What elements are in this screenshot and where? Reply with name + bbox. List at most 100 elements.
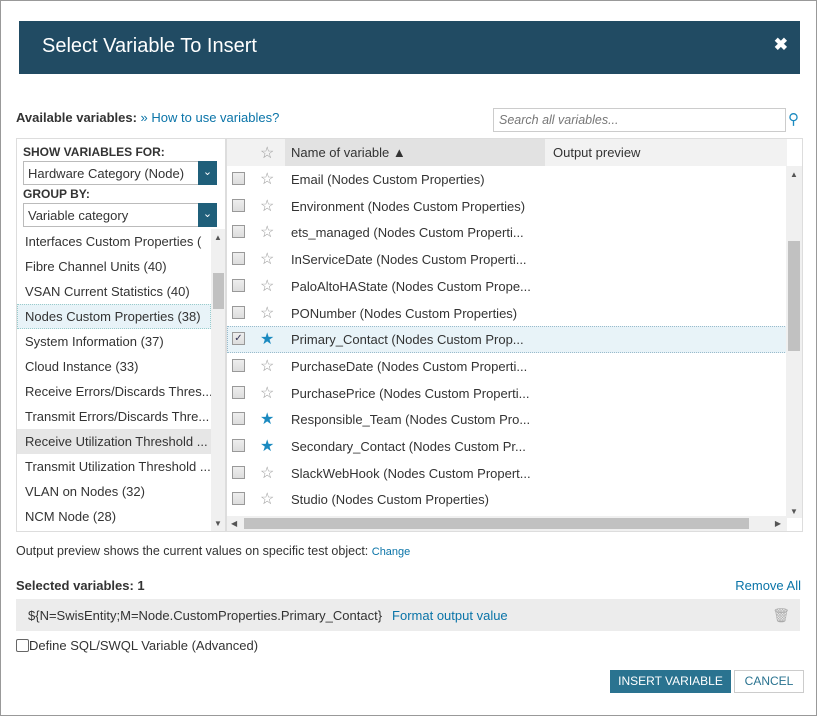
change-link[interactable]: Change (371, 546, 411, 558)
favorite-star-icon[interactable]: ☆ (260, 491, 275, 509)
category-item[interactable]: Fibre Channel Units (40) (25, 259, 167, 274)
advanced-checkbox[interactable] (16, 639, 29, 652)
favorite-star-icon[interactable]: ☆ (260, 277, 275, 295)
variable-row[interactable]: ☆ ets_managed (Nodes Custom Properti... (227, 219, 787, 246)
link-arrow: » (140, 110, 148, 125)
row-checkbox[interactable] (232, 172, 245, 185)
favorite-star-icon[interactable]: ☆ (260, 171, 275, 188)
variable-name: Responsible_Team (Nodes Custom Pro... (291, 412, 531, 428)
category-item[interactable]: System Information (37) (25, 334, 164, 349)
row-checkbox[interactable]: ✓ (232, 332, 245, 346)
variable-row[interactable]: ✓ ★ Primary_Contact (Nodes Custom Prop... (227, 326, 787, 353)
remove-all-link[interactable]: Remove All (735, 578, 801, 593)
close-icon[interactable]: ✖ (773, 35, 788, 54)
show-for-select[interactable]: Hardware Category (Node) ⌄ (23, 161, 217, 185)
variable-name: ets_managed (Nodes Custom Properti... (291, 225, 524, 241)
favorite-star-icon[interactable]: ☆ (260, 224, 275, 242)
variable-row[interactable]: ☆ Studio (Nodes Custom Properties) (227, 486, 787, 513)
variable-row[interactable]: ☆ InServiceDate (Nodes Custom Properti... (227, 246, 787, 273)
favorite-star-icon[interactable]: ★ (260, 438, 275, 455)
available-variables: Available variables: » How to use variab… (16, 110, 279, 125)
grid-vertical-scrollbar[interactable]: ▲ ▼ (786, 166, 802, 518)
category-panel: SHOW VARIABLES FOR: Hardware Category (N… (16, 138, 226, 532)
advanced-variable-option[interactable]: Define SQL/SWQL Variable (Advanced) (16, 638, 258, 653)
favorite-star-icon[interactable]: ☆ (260, 197, 275, 215)
advanced-label: Define SQL/SWQL Variable (Advanced) (29, 638, 259, 653)
variable-name: PaloAltoHAState (Nodes Custom Prope... (291, 278, 531, 294)
variable-name: PONumber (Nodes Custom Properties) (291, 305, 518, 321)
group-by-select[interactable]: Variable category ⌄ (23, 203, 217, 227)
favorite-star-icon[interactable]: ☆ (260, 357, 275, 375)
variable-row[interactable]: ☆ Environment (Nodes Custom Properties) (227, 193, 787, 220)
selected-count: Selected variables: 1 (16, 578, 145, 593)
variable-name: PurchaseDate (Nodes Custom Properti... (291, 358, 528, 374)
column-name-header[interactable]: Name of variable ▲ (285, 139, 545, 166)
trash-icon[interactable]: 🗑 (772, 606, 790, 623)
category-item[interactable]: Transmit Utilization Threshold ... (25, 459, 211, 474)
variable-name: Secondary_Contact (Nodes Custom Pr... (291, 439, 526, 454)
row-checkbox[interactable] (232, 492, 245, 506)
favorite-star-icon[interactable]: ☆ (260, 251, 275, 269)
dialog-title: Select Variable To Insert (42, 35, 257, 57)
variable-row[interactable]: ☆ PaloAltoHAState (Nodes Custom Prope... (227, 273, 787, 300)
row-checkbox[interactable] (232, 465, 245, 479)
variable-name: PurchasePrice (Nodes Custom Properti... (291, 385, 530, 401)
favorite-star-icon[interactable]: ☆ (260, 384, 275, 402)
row-checkbox[interactable] (232, 278, 245, 292)
variables-grid: ☆ Name of variable ▲ Output preview ☆ Ema… (226, 138, 803, 532)
row-checkbox[interactable] (232, 358, 245, 372)
category-item[interactable]: Nodes Custom Properties (38) (17, 304, 211, 329)
output-note-text: Output preview shows the current values … (16, 544, 369, 558)
chevron-down-icon[interactable]: ⌄ (198, 161, 217, 185)
category-item[interactable]: Receive Utilization Threshold ... (17, 429, 211, 454)
category-item[interactable]: Transmit Errors/Discards Thre... (25, 409, 210, 424)
format-output-link[interactable]: Format output value (392, 607, 508, 623)
row-checkbox[interactable] (232, 305, 245, 319)
variable-row[interactable]: ☆ SlackWebHook (Nodes Custom Propert... (227, 460, 787, 487)
category-scrollbar[interactable]: ▲ ▼ (211, 229, 225, 531)
category-item[interactable]: Interfaces Custom Properties ( (25, 234, 202, 249)
favorite-star-icon[interactable]: ☆ (260, 464, 275, 482)
row-checkbox[interactable] (232, 252, 245, 266)
row-checkbox[interactable] (232, 412, 245, 426)
row-checkbox[interactable] (232, 198, 245, 212)
cancel-button[interactable]: CANCEL (734, 670, 804, 693)
category-list: Interfaces Custom Properties ( Fibre Chan… (17, 229, 211, 531)
category-item[interactable]: Receive Errors/Discards Thres... (25, 384, 211, 399)
favorite-star-icon[interactable]: ★ (260, 331, 275, 349)
selected-variable-item: ${N=SwisEntity;M=Node.CustomProperties.P… (16, 599, 800, 631)
variable-row[interactable]: ★ Secondary_Contact (Nodes Custom Pr... (227, 433, 787, 460)
insert-variable-button[interactable]: INSERT VARIABLE (610, 670, 731, 693)
star-header-icon[interactable]: ☆ (260, 145, 275, 162)
category-item[interactable]: NCM Node (28) (25, 509, 117, 524)
show-for-value: Hardware Category (Node) (28, 166, 185, 181)
favorite-star-icon[interactable]: ☆ (260, 304, 275, 322)
group-by-value: Variable category (28, 208, 129, 223)
variable-row[interactable]: ☆ PurchasePrice (Nodes Custom Properti... (227, 380, 787, 407)
variable-name: InServiceDate (Nodes Custom Properti... (291, 252, 527, 268)
search-input[interactable]: Search all variables... (493, 108, 786, 132)
category-item[interactable]: VLAN on Nodes (32) (25, 484, 145, 499)
show-for-label: SHOW VARIABLES FOR: (23, 145, 165, 159)
category-item[interactable]: Cloud Instance (33) (25, 359, 139, 374)
grid-header: ☆ Name of variable ▲ Output preview (227, 139, 787, 166)
variable-name: Environment (Nodes Custom Properties) (291, 198, 526, 214)
column-preview-header: Output preview (553, 145, 641, 160)
dialog-header: Select Variable To Insert ✖ (19, 21, 800, 74)
favorite-star-icon[interactable]: ★ (260, 411, 275, 429)
variable-row[interactable]: ☆ PurchaseDate (Nodes Custom Properti... (227, 353, 787, 380)
row-checkbox[interactable] (232, 439, 245, 452)
variable-row[interactable]: ☆ PONumber (Nodes Custom Properties) (227, 300, 787, 327)
category-item[interactable]: VSAN Current Statistics (40) (25, 284, 190, 299)
variable-row[interactable]: ★ Responsible_Team (Nodes Custom Pro... (227, 406, 787, 433)
row-checkbox[interactable] (232, 225, 245, 239)
variable-row[interactable]: ☆ Email (Nodes Custom Properties) (227, 166, 787, 193)
help-link[interactable]: How to use variables? (151, 110, 280, 125)
chevron-down-icon[interactable]: ⌄ (198, 203, 217, 227)
variable-name: Email (Nodes Custom Properties) (291, 172, 485, 187)
row-checkbox[interactable] (232, 385, 245, 399)
grid-horizontal-scrollbar[interactable]: ◀ ▶ (227, 516, 787, 531)
selected-variable-value: ${N=SwisEntity;M=Node.CustomProperties.P… (28, 607, 383, 623)
search-icon[interactable]: ⚲ (788, 111, 799, 128)
